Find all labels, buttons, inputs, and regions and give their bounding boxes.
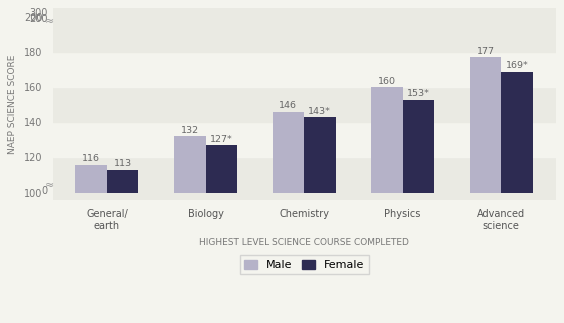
Bar [76, 164, 107, 193]
Bar [52, 17, 556, 52]
Bar [52, 158, 556, 193]
Text: ~: ~ [45, 16, 55, 26]
Text: 300: 300 [29, 8, 47, 18]
Text: ~: ~ [45, 18, 55, 28]
Text: 153*: 153* [407, 89, 430, 98]
Text: 0: 0 [41, 186, 47, 196]
Bar [371, 87, 403, 193]
Text: 160: 160 [378, 77, 396, 86]
Bar [52, 122, 556, 158]
Text: 200: 200 [29, 14, 47, 24]
Bar [403, 99, 434, 193]
Text: 169*: 169* [506, 61, 528, 70]
Text: 146: 146 [279, 101, 297, 110]
Text: 143*: 143* [309, 107, 331, 116]
Bar [52, 52, 556, 87]
Bar [205, 145, 237, 193]
Bar [272, 112, 304, 193]
Text: 127*: 127* [210, 135, 232, 144]
X-axis label: HIGHEST LEVEL SCIENCE COURSE COMPLETED: HIGHEST LEVEL SCIENCE COURSE COMPLETED [199, 238, 409, 247]
Text: ~: ~ [45, 180, 55, 190]
Bar [52, 8, 556, 17]
Text: 116: 116 [82, 154, 100, 163]
Text: ~: ~ [45, 182, 55, 192]
Bar [501, 71, 533, 193]
Bar [174, 136, 205, 193]
Bar [52, 87, 556, 122]
Bar [304, 117, 336, 193]
Bar [470, 57, 501, 193]
Bar [52, 193, 556, 200]
Bar [107, 170, 139, 193]
Y-axis label: NAEP SCIENCE SCORE: NAEP SCIENCE SCORE [8, 54, 17, 154]
Text: 113: 113 [113, 159, 132, 168]
Text: 177: 177 [477, 47, 495, 56]
Legend: Male, Female: Male, Female [240, 255, 369, 275]
Text: 132: 132 [180, 126, 199, 135]
